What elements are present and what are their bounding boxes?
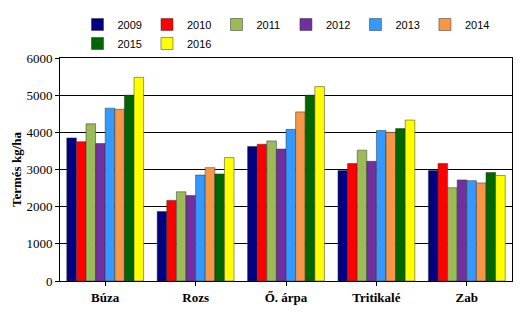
svg-text:2009: 2009: [118, 19, 142, 31]
svg-text:Rozs: Rozs: [182, 290, 209, 305]
svg-text:4000: 4000: [26, 125, 52, 140]
svg-text:6000: 6000: [26, 51, 52, 66]
svg-text:2011: 2011: [256, 19, 280, 31]
svg-text:Tritikalé: Tritikalé: [352, 290, 400, 305]
svg-text:2014: 2014: [465, 19, 489, 31]
svg-text:2016: 2016: [187, 38, 211, 50]
svg-text:2013: 2013: [395, 19, 419, 31]
svg-text:2012: 2012: [326, 19, 350, 31]
svg-text:1000: 1000: [26, 236, 52, 251]
svg-text:3000: 3000: [26, 162, 52, 177]
svg-text:Ő. árpa: Ő. árpa: [265, 290, 308, 305]
svg-text:Búza: Búza: [91, 290, 120, 305]
svg-text:0: 0: [46, 274, 53, 289]
svg-text:5000: 5000: [26, 88, 52, 103]
svg-text:Termés kg/ha: Termés kg/ha: [9, 132, 24, 207]
svg-text:2010: 2010: [187, 19, 211, 31]
svg-text:2015: 2015: [118, 38, 142, 50]
svg-text:2000: 2000: [26, 199, 52, 214]
svg-text:Zab: Zab: [456, 290, 478, 305]
